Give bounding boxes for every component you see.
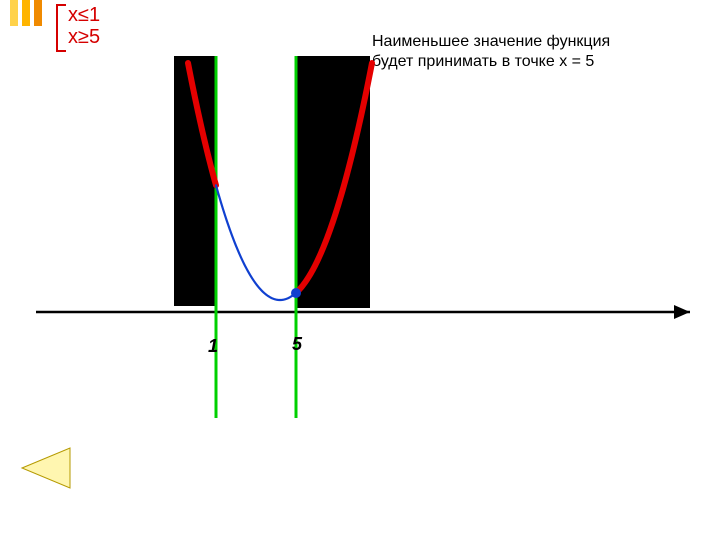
plot-svg xyxy=(0,0,720,540)
back-triangle-icon xyxy=(18,444,74,492)
back-button[interactable] xyxy=(18,444,74,492)
axis-label-1: 1 xyxy=(208,336,218,357)
axis-label-5: 5 xyxy=(292,334,302,355)
